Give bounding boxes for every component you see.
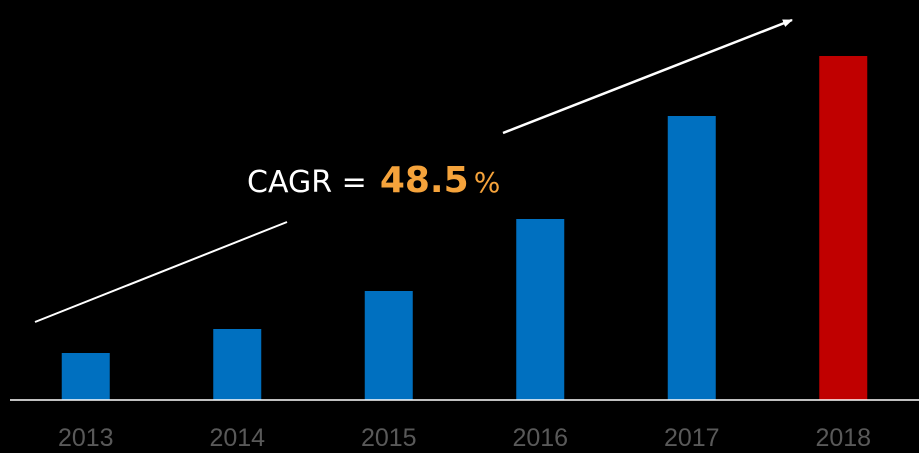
x-tick-label: 2018 — [815, 424, 871, 452]
bar — [516, 219, 565, 400]
x-tick-label: 2013 — [58, 424, 114, 452]
annotation-value: 48.5 — [380, 160, 469, 201]
bar — [819, 56, 868, 400]
x-tick-label: 2014 — [209, 424, 265, 452]
bar — [667, 116, 716, 400]
bars — [61, 56, 868, 400]
annotation-suffix: % — [474, 166, 501, 199]
annotation-prefix: CAGR = — [247, 165, 367, 200]
x-tick-label: 2016 — [512, 424, 568, 452]
bar — [364, 291, 413, 400]
trend-arrow — [502, 18, 793, 135]
trend-line — [34, 221, 288, 323]
x-tick-label: 2017 — [664, 424, 720, 452]
bar — [213, 329, 262, 400]
x-tick-label: 2015 — [361, 424, 417, 452]
bar — [61, 353, 110, 400]
annotation: CAGR = 48.5 % — [247, 160, 500, 201]
